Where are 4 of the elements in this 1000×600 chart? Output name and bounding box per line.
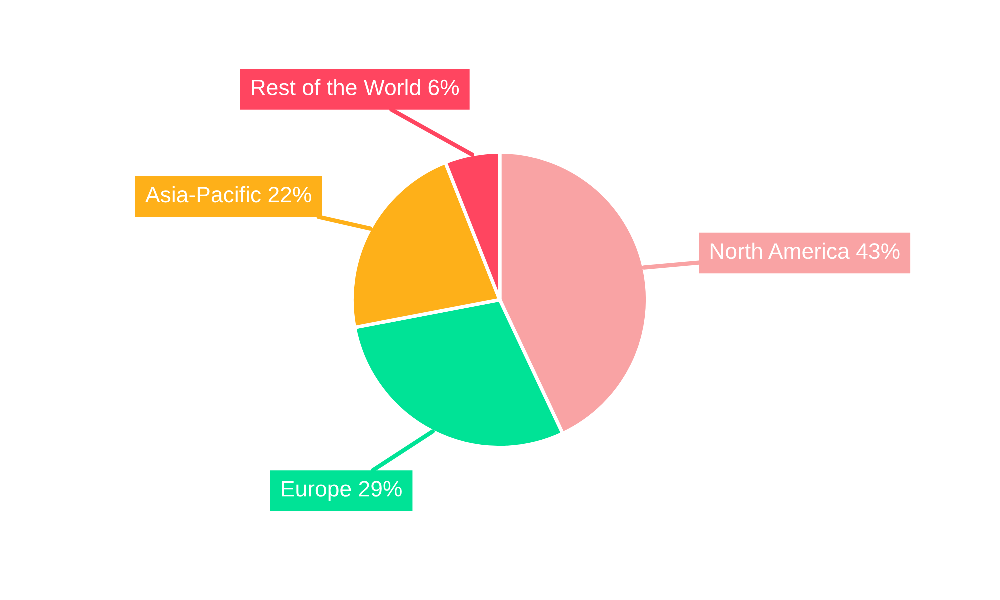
slice-label: Europe 29% [282,481,402,502]
slice-label: North America 43% [710,242,900,260]
slice-label: Asia-Pacific 22% [146,186,312,203]
slice-label: Rest of the World 6% [252,79,460,96]
